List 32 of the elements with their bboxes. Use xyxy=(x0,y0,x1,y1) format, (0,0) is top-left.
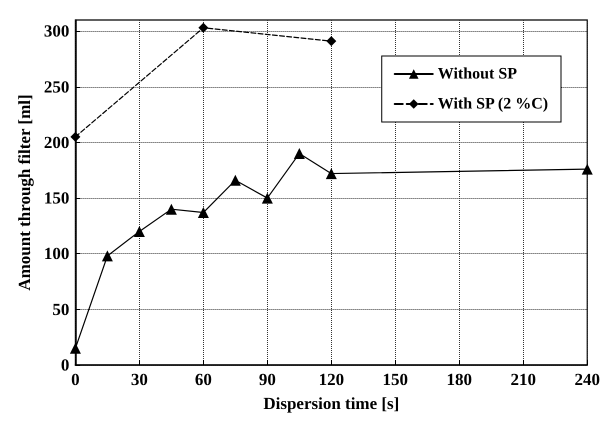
point xyxy=(198,207,209,218)
point xyxy=(230,174,241,186)
x-tick-label: 210 xyxy=(510,370,536,389)
point xyxy=(166,204,177,215)
point xyxy=(70,132,80,142)
point xyxy=(294,148,305,160)
y-tick-label: 50 xyxy=(52,300,70,319)
x-axis-title: Dispersion time [s] xyxy=(263,394,400,413)
legend-label: With SP (2 %C) xyxy=(438,96,548,112)
y-axis-title: Amount through filter [ml] xyxy=(15,94,34,291)
y-tick-label: 150 xyxy=(44,188,70,208)
x-tick-label: 120 xyxy=(318,370,344,389)
point xyxy=(262,192,273,204)
y-tick-label: 100 xyxy=(44,244,70,264)
point xyxy=(102,250,113,262)
x-tick-label: 240 xyxy=(574,370,600,389)
point xyxy=(582,164,593,175)
y-tick-label: 250 xyxy=(44,77,70,96)
point xyxy=(70,342,81,354)
point xyxy=(326,168,337,180)
x-tick-label: 60 xyxy=(194,370,212,389)
point xyxy=(198,22,208,33)
x-tick-label: 150 xyxy=(382,370,408,389)
y-tick-label: 300 xyxy=(44,22,70,41)
point xyxy=(134,226,145,237)
x-tick-label: 180 xyxy=(446,370,472,389)
point xyxy=(326,36,336,46)
x-tick-label: 90 xyxy=(258,370,276,389)
y-tick-label: 200 xyxy=(44,132,70,152)
y-tick-label: 0 xyxy=(60,356,70,374)
x-tick-label: 30 xyxy=(130,370,148,389)
legend-label: Without SP xyxy=(438,66,518,82)
